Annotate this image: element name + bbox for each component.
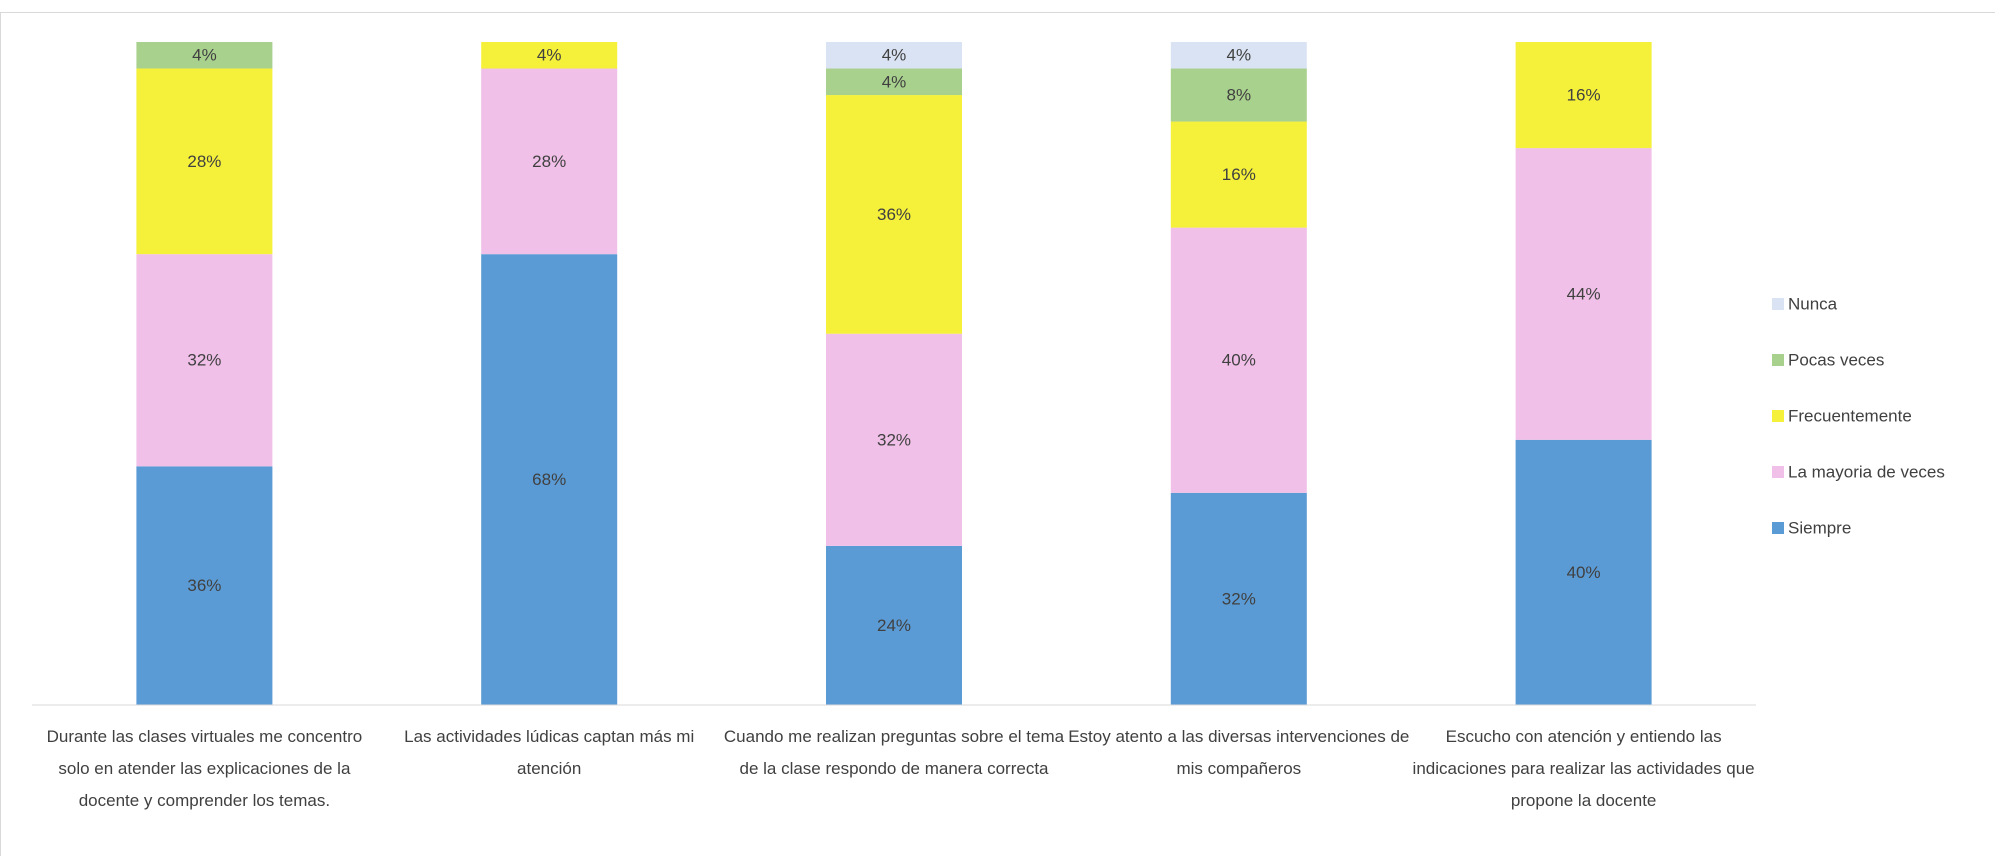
legend-swatch (1772, 298, 1784, 310)
data-label: 28% (532, 152, 566, 171)
chart-border (0, 12, 1995, 856)
bar-segment (826, 545, 962, 705)
bar-segment (1170, 121, 1307, 228)
data-label: 44% (1567, 284, 1601, 303)
data-label: 40% (1222, 351, 1256, 370)
legend-swatch (1772, 410, 1784, 422)
data-label: 36% (187, 576, 221, 595)
bar-segment (1170, 42, 1307, 69)
data-label: 4% (882, 72, 907, 91)
legend-label: Nunca (1788, 294, 1838, 313)
legend-label: Siempre (1788, 518, 1851, 537)
data-label: 4% (1227, 46, 1252, 65)
bar-segment (1515, 148, 1652, 440)
data-label: 40% (1567, 563, 1601, 582)
data-label: 16% (1222, 165, 1256, 184)
legend-label: Frecuentemente (1788, 406, 1912, 425)
data-label: 36% (877, 205, 911, 224)
data-label: 32% (877, 430, 911, 449)
bar-segment (481, 254, 618, 705)
bar-segment (826, 68, 962, 96)
x-tick-label: Cuando me realizan preguntas sobre el te… (723, 727, 1065, 778)
bar-segment (481, 68, 618, 255)
data-label: 28% (187, 152, 221, 171)
legend-swatch (1772, 466, 1784, 478)
bar-segment (481, 42, 618, 69)
data-label: 32% (187, 351, 221, 370)
bar-segment (1170, 227, 1307, 493)
bar-segment (136, 466, 273, 705)
data-label: 16% (1567, 86, 1601, 105)
legend-swatch (1772, 522, 1784, 534)
bar-segment (826, 333, 962, 546)
bar-segment (136, 68, 273, 255)
data-label: 4% (537, 46, 562, 65)
bar-segment (826, 42, 962, 69)
data-label: 68% (532, 470, 566, 489)
bar-segment (1515, 439, 1652, 705)
bar-segment (1170, 492, 1307, 705)
legend-swatch (1772, 354, 1784, 366)
legend-label: Pocas veces (1788, 350, 1884, 369)
data-label: 32% (1222, 589, 1256, 608)
bar-segment (136, 42, 273, 69)
data-label: 8% (1227, 86, 1252, 105)
x-tick-label: Las actividades lúdicas captan más mi at… (404, 727, 695, 778)
data-label: 24% (877, 616, 911, 635)
data-label: 4% (192, 46, 217, 65)
bar-segment (1170, 68, 1307, 122)
bar-segment (136, 254, 273, 467)
bar-segment (826, 95, 962, 334)
x-tick-label: Estoy atento a las diversas intervencion… (1068, 727, 1410, 778)
x-tick-label: Durante las clases virtuales me concentr… (46, 727, 363, 810)
legend-label: La mayoria de veces (1788, 462, 1945, 481)
data-label: 4% (882, 46, 907, 65)
bar-segment (1515, 42, 1652, 149)
x-tick-label: Escucho con atención y entiendo las indi… (1412, 727, 1755, 810)
